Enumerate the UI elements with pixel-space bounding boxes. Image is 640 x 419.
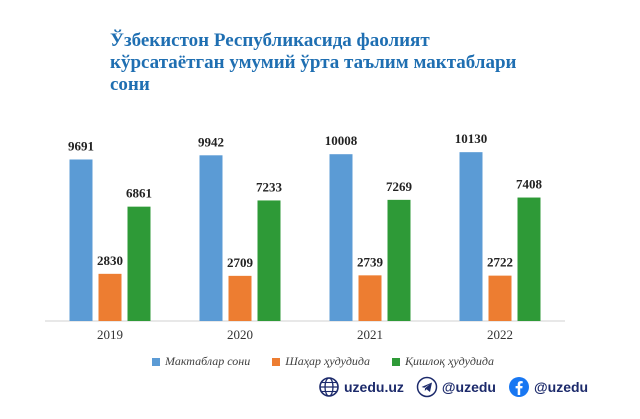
data-label-2022-series-0: 10130 — [455, 131, 488, 146]
bar-2022-series-1 — [488, 275, 512, 321]
bar-2020-series-2 — [257, 200, 281, 321]
legend-item-rural: Қишлоқ ҳудудида — [392, 354, 494, 369]
facebook-icon — [508, 377, 529, 397]
globe-icon — [319, 377, 339, 397]
bar-2019-series-2 — [127, 206, 151, 321]
bar-2021-series-1 — [358, 275, 382, 321]
bar-2021-series-0 — [329, 154, 353, 321]
footer-facebook-label: @uzedu — [533, 379, 589, 395]
footer-website[interactable]: uzedu.uz — [318, 376, 404, 398]
legend-swatch-schools — [152, 357, 160, 366]
legend-item-urban: Шаҳар ҳудудида — [272, 354, 370, 369]
bar-2019-series-1 — [98, 273, 122, 321]
data-label-2020-series-1: 2709 — [227, 255, 254, 270]
chart-title-line-1: Ўзбекистон Республикасида фаолият — [110, 30, 430, 51]
bar-2020-series-0 — [199, 155, 223, 321]
legend-label-urban: Шаҳар ҳудудида — [285, 354, 371, 368]
data-label-2019-series-2: 6861 — [126, 186, 152, 201]
legend-swatch-rural — [392, 357, 401, 366]
x-tick-label-2019: 2019 — [97, 327, 123, 342]
bar-2021-series-2 — [387, 199, 411, 321]
data-label-2021-series-1: 2739 — [357, 254, 384, 269]
x-tick-label-2021: 2021 — [357, 327, 383, 342]
legend-label-rural: Қишлоқ ҳудудида — [405, 354, 494, 368]
chart-legend: Мактаблар сони Шаҳар ҳудудида Қишлоқ ҳуд… — [152, 354, 494, 369]
data-label-2022-series-1: 2722 — [487, 255, 513, 270]
data-label-2019-series-0: 9691 — [68, 138, 94, 153]
chart-title-line-3: сони — [110, 74, 150, 95]
data-label-2020-series-0: 9942 — [198, 134, 224, 149]
bar-2022-series-0 — [459, 152, 483, 321]
footer-telegram[interactable]: @uzedu — [416, 376, 496, 398]
bar-2022-series-2 — [517, 197, 541, 321]
legend-label-schools: Мактаблар сони — [165, 354, 251, 368]
data-label-2019-series-1: 2830 — [97, 253, 123, 268]
data-label-2020-series-2: 7233 — [256, 179, 283, 194]
chart-title: Ўзбекистон Республикасида фаолият кўрсат… — [110, 30, 580, 96]
footer-website-label: uzedu.uz — [344, 379, 404, 395]
footer-links: uzedu.uz @uzedu @uzedu — [318, 376, 588, 398]
data-label-2022-series-2: 7408 — [516, 177, 543, 192]
footer-facebook[interactable]: @uzedu — [508, 376, 588, 398]
legend-swatch-urban — [272, 357, 281, 366]
legend-item-schools: Мактаблар сони — [152, 354, 250, 369]
footer-telegram-label: @uzedu — [441, 379, 496, 395]
data-label-2021-series-2: 7269 — [386, 179, 413, 194]
x-tick-label-2020: 2020 — [227, 327, 253, 342]
bar-2020-series-1 — [228, 275, 252, 321]
chart-title-line-2: кўрсатаётган умумий ўрта таълим мактабла… — [110, 52, 517, 73]
telegram-icon — [416, 376, 438, 398]
data-label-2021-series-0: 10008 — [325, 133, 358, 148]
bar-2019-series-0 — [69, 159, 93, 321]
x-tick-label-2022: 2022 — [487, 327, 513, 342]
